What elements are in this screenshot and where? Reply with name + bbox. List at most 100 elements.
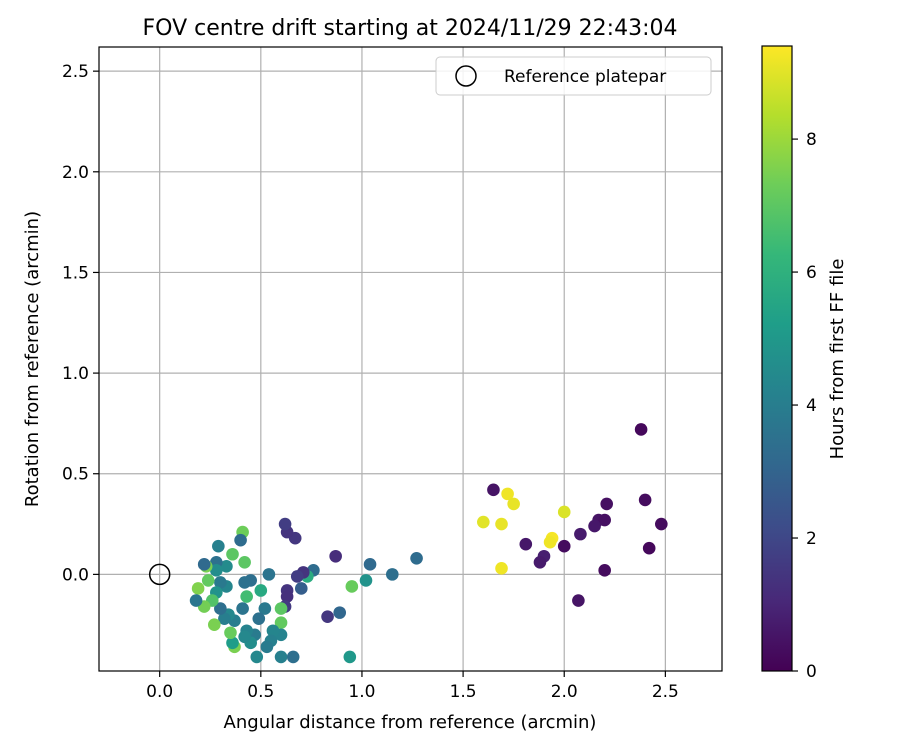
- data-point: [638, 493, 652, 507]
- legend-marker-open-circle: [455, 65, 477, 87]
- data-point: [557, 539, 571, 553]
- data-point: [329, 549, 342, 563]
- data-point: [274, 616, 288, 629]
- data-point: [274, 650, 288, 664]
- data-point: [655, 517, 668, 531]
- x-tick-label: 2.0: [551, 682, 578, 702]
- data-point: [220, 560, 233, 573]
- chart-title: FOV centre drift starting at 2024/11/29 …: [143, 16, 678, 41]
- data-point: [533, 556, 547, 569]
- data-point: [572, 594, 585, 607]
- data-point: [487, 483, 500, 497]
- data-point: [363, 558, 377, 571]
- data-point: [294, 582, 308, 595]
- data-point: [286, 650, 300, 664]
- colorbar-ticks: 0 2 4 6 8: [792, 130, 817, 682]
- data-point: [258, 602, 272, 615]
- colorbar: 0 2 4 6 8 Hours from first FF file: [761, 45, 848, 682]
- legend-label-reference-platepar: Reference platepar: [504, 67, 666, 87]
- data-point: [634, 423, 648, 436]
- axis-ticks: 0.0 0.5 1.0 1.5 2.0 2.5 0.0 0.5 1.0 1.5 2.0 2.5: [62, 62, 679, 702]
- y-tick-label: 0.0: [62, 565, 89, 585]
- data-point: [290, 570, 304, 583]
- data-point: [345, 580, 359, 593]
- data-point: [278, 517, 292, 531]
- y-tick-label: 1.5: [62, 263, 89, 283]
- data-point: [260, 640, 274, 654]
- data-point: [501, 487, 514, 501]
- x-tick-label: 0.0: [146, 682, 173, 702]
- x-tick-label: 0.5: [247, 682, 274, 702]
- colorbar-tick-label: 2: [806, 529, 817, 549]
- y-tick-label: 2.0: [62, 163, 89, 183]
- data-point: [226, 636, 239, 650]
- data-point: [557, 505, 571, 519]
- grid-lines: [99, 47, 722, 671]
- data-point: [588, 519, 601, 533]
- data-point: [574, 527, 587, 541]
- colorbar-frame: [761, 45, 793, 672]
- data-point: [234, 533, 247, 547]
- data-point: [359, 574, 373, 587]
- data-point: [280, 590, 294, 603]
- data-point: [543, 535, 557, 549]
- data-point: [224, 626, 237, 640]
- y-tick-label: 0.5: [62, 465, 89, 485]
- data-points: [148, 423, 668, 664]
- data-point: [197, 558, 211, 571]
- data-point: [238, 576, 251, 589]
- data-point: [189, 594, 203, 607]
- data-point: [238, 630, 251, 644]
- data-point: [343, 650, 357, 664]
- x-tick-label: 1.5: [450, 682, 477, 702]
- colorbar-gradient: [762, 46, 792, 671]
- data-point: [385, 568, 399, 581]
- x-tick-label: 1.0: [348, 682, 375, 702]
- x-axis-label: Angular distance from reference (arcmin): [224, 712, 597, 733]
- data-point: [642, 541, 656, 555]
- data-point: [201, 574, 215, 587]
- y-axis-label: Rotation from reference (arcmin): [22, 211, 43, 507]
- colorbar-tick-label: 4: [806, 396, 817, 416]
- data-point: [238, 556, 251, 569]
- y-tick-label: 1.0: [62, 364, 89, 384]
- legend: Reference platepar: [435, 56, 712, 96]
- data-point: [214, 576, 227, 589]
- y-tick-label: 2.5: [62, 62, 89, 82]
- data-point: [598, 564, 611, 577]
- data-point: [207, 618, 221, 632]
- data-point: [250, 650, 264, 664]
- reference-point-marker: [148, 563, 171, 586]
- data-point: [218, 612, 231, 625]
- data-point: [226, 547, 239, 561]
- data-point: [262, 568, 276, 581]
- legend-box: [435, 56, 712, 96]
- data-point: [495, 562, 508, 575]
- x-tick-label: 2.5: [652, 682, 679, 702]
- data-point: [507, 497, 520, 511]
- data-point: [598, 513, 611, 527]
- colorbar-tick-label: 0: [806, 662, 817, 682]
- data-point: [212, 539, 225, 553]
- data-point: [254, 584, 268, 597]
- data-point: [495, 517, 508, 531]
- data-point: [252, 612, 266, 625]
- data-point: [410, 551, 423, 565]
- data-point: [519, 537, 533, 551]
- data-point: [214, 602, 227, 615]
- data-point: [274, 602, 288, 615]
- colorbar-tick-label: 6: [806, 263, 817, 283]
- data-point: [240, 590, 253, 603]
- data-point: [477, 515, 490, 529]
- plot-frame: [98, 46, 723, 672]
- data-point: [333, 606, 347, 619]
- data-point: [600, 497, 614, 511]
- data-point: [321, 610, 334, 623]
- colorbar-tick-label: 8: [806, 130, 817, 150]
- data-point: [210, 564, 223, 577]
- colorbar-label: Hours from first FF file: [827, 259, 848, 460]
- data-point: [266, 624, 280, 638]
- data-point: [236, 602, 249, 615]
